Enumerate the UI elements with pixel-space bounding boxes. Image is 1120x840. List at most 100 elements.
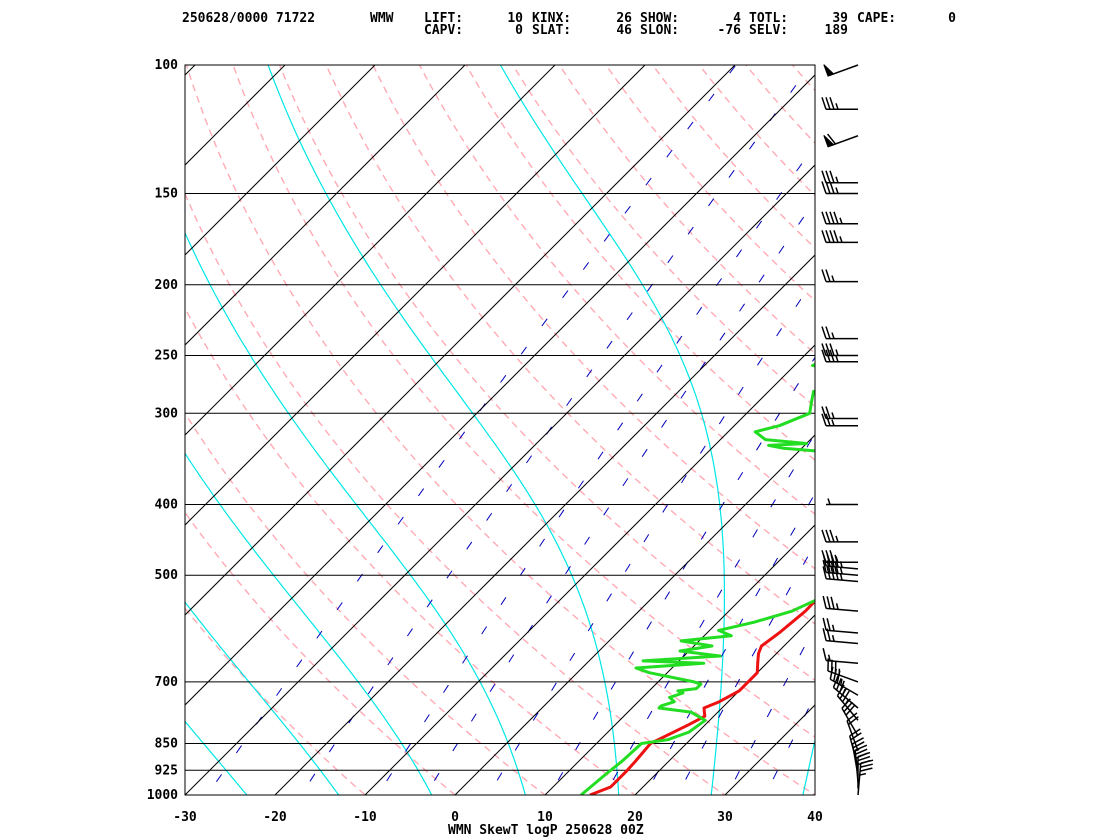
temperature-label: -20 bbox=[263, 810, 287, 825]
pressure-label: 925 bbox=[155, 763, 178, 778]
mixing-ratio-line bbox=[206, 65, 737, 795]
pressure-label: 250 bbox=[155, 348, 179, 363]
dry-adiabats bbox=[185, 49, 1120, 811]
temperature-label: -10 bbox=[353, 810, 377, 825]
mixing-ratio-line bbox=[487, 276, 815, 795]
isotherm-line bbox=[0, 49, 121, 811]
mixing-ratio-lines bbox=[206, 65, 815, 795]
wind-barb bbox=[821, 269, 858, 283]
isotherm-line bbox=[634, 614, 815, 795]
wind-barb bbox=[821, 97, 858, 111]
wind-barb bbox=[821, 170, 858, 184]
header-totl-label: TOTL: bbox=[749, 11, 788, 26]
pressure-label: 1000 bbox=[147, 788, 178, 803]
isotherm-line bbox=[364, 344, 815, 795]
header-kinx-label: KINX: bbox=[532, 11, 571, 26]
chart-background-lines bbox=[0, 49, 1120, 811]
isotherm-line bbox=[185, 65, 556, 436]
mixing-ratio-line bbox=[726, 625, 815, 795]
wind-barb bbox=[826, 498, 858, 506]
dry-adiabat-line bbox=[605, 65, 815, 302]
pressure-label: 850 bbox=[155, 736, 179, 751]
pressure-label: 700 bbox=[155, 675, 179, 690]
header-cape-label: CAPE: bbox=[857, 11, 896, 26]
temperature-label: -30 bbox=[173, 810, 197, 825]
temperature-label: 30 bbox=[717, 810, 733, 825]
header-lift-label: LIFT: bbox=[424, 11, 463, 26]
dry-adiabat-line bbox=[232, 65, 815, 738]
dry-adiabat-line bbox=[372, 65, 815, 570]
pressure-label: 400 bbox=[155, 498, 179, 513]
header-slat-value: 46 bbox=[616, 23, 632, 38]
dry-adiabat-line bbox=[325, 65, 815, 625]
dewpoint-profile-line bbox=[580, 363, 815, 795]
header-id: 250628/0000 71722 bbox=[182, 11, 315, 26]
wind-barb bbox=[821, 406, 858, 420]
header-capv-label: CAPV: bbox=[424, 23, 463, 38]
mixing-ratio-line bbox=[676, 542, 815, 795]
header-totl-value: 39 bbox=[832, 11, 848, 26]
isotherm-line bbox=[185, 65, 646, 526]
wind-barb bbox=[829, 666, 859, 696]
wind-barb bbox=[821, 349, 858, 363]
header-selv-label: SELV: bbox=[749, 23, 788, 38]
header-show-label: SHOW: bbox=[640, 11, 679, 26]
wind-barb bbox=[821, 181, 858, 195]
header-lift-value: 10 bbox=[507, 11, 523, 26]
header-cape-value: 0 bbox=[948, 11, 956, 26]
isotherm-line bbox=[454, 434, 815, 795]
mixing-ratio-line bbox=[644, 492, 815, 795]
temperature-tick-labels: -30 -20 -10 0 10 20 30 40 bbox=[173, 810, 823, 825]
dry-adiabat-line bbox=[185, 192, 727, 795]
dry-adiabat-line bbox=[871, 49, 1120, 811]
dry-adiabat-line bbox=[511, 65, 815, 408]
isotherm-line bbox=[274, 254, 815, 795]
pressure-label: 500 bbox=[155, 568, 179, 583]
wind-barb bbox=[822, 559, 859, 576]
header-selv-value: 189 bbox=[825, 23, 848, 38]
dry-adiabat-line bbox=[791, 65, 815, 92]
moist-adiabat-line bbox=[499, 65, 725, 795]
mixing-ratio-line bbox=[377, 144, 815, 795]
wind-barb bbox=[823, 133, 859, 148]
wind-barb bbox=[823, 64, 859, 77]
isotherm-line bbox=[814, 794, 815, 795]
isotherm-line bbox=[724, 704, 815, 795]
header-capv-value: 0 bbox=[515, 23, 523, 38]
temperature-label: 0 bbox=[451, 810, 459, 825]
isotherm-line bbox=[185, 65, 376, 256]
header-slon-value: -76 bbox=[718, 23, 742, 38]
wind-barb bbox=[822, 617, 859, 634]
temperature-label: 10 bbox=[537, 810, 553, 825]
dry-adiabat-line bbox=[744, 65, 815, 145]
isotherm-line bbox=[0, 49, 31, 811]
pressure-tick-labels: 100 150 200 250 300 400 500 700 850 925 1000 bbox=[147, 58, 178, 803]
moist-adiabat-line bbox=[185, 231, 527, 795]
isotherm-line bbox=[185, 65, 196, 76]
sounding-profiles bbox=[580, 363, 815, 795]
dry-adiabat-line bbox=[185, 511, 457, 795]
isotherm-line bbox=[185, 74, 815, 706]
header-slon-label: SLON: bbox=[640, 23, 679, 38]
isotherm-line bbox=[544, 524, 815, 795]
moist-adiabat-line bbox=[802, 737, 815, 795]
dry-adiabat-line bbox=[465, 65, 815, 462]
chart-footer: WMN SkewT logP 250628 00Z bbox=[448, 823, 644, 838]
plot-frame bbox=[184, 64, 816, 796]
isotherm-line bbox=[185, 65, 736, 616]
header-show-value: 4 bbox=[733, 11, 741, 26]
mixing-ratio-line bbox=[604, 432, 815, 795]
pressure-label: 150 bbox=[155, 187, 179, 202]
wind-barb bbox=[821, 211, 858, 225]
wind-barb bbox=[821, 230, 858, 244]
wind-barbs bbox=[821, 64, 874, 796]
moist-adiabat-line bbox=[185, 452, 433, 795]
chart-header: 250628/0000 71722 WMW LIFT: 10 KINX: 26 … bbox=[182, 11, 956, 38]
moist-adiabat-line bbox=[185, 601, 340, 795]
isobars bbox=[185, 65, 815, 795]
wind-barb bbox=[822, 553, 859, 570]
dry-adiabat-line bbox=[917, 49, 1120, 811]
dry-adiabat-line bbox=[185, 411, 547, 795]
moist-adiabat-line bbox=[185, 720, 248, 795]
header-slat-label: SLAT: bbox=[532, 23, 571, 38]
